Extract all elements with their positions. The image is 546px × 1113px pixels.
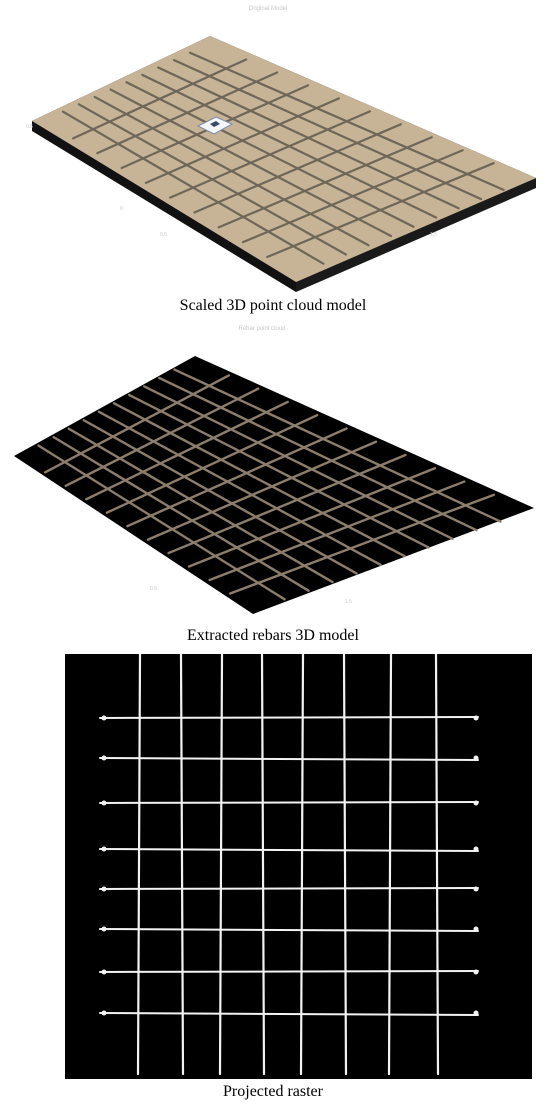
- rebar: [157, 66, 460, 210]
- raster-endpoint: [473, 715, 479, 721]
- concrete-surface: [32, 36, 536, 282]
- rebar-mesh: [61, 51, 505, 265]
- rebar: [167, 453, 407, 555]
- raster-rebar-vertical: [179, 654, 185, 1076]
- rebar: [105, 414, 319, 514]
- raster-rebar-vertical: [342, 654, 348, 1076]
- raster-endpoint: [101, 1010, 107, 1016]
- raster-endpoint: [101, 926, 107, 932]
- raster-rebar-horizontal: [99, 887, 479, 890]
- raster-grid: [99, 654, 479, 1076]
- plot-title-2: Rebar point cloud: [238, 326, 285, 332]
- panel-point-cloud: Original Model 0.5 0 0.5 1.5: [0, 0, 546, 300]
- axis-tick: 1.5: [430, 232, 437, 238]
- plot-title-1: Original Model: [249, 6, 288, 12]
- raster-rebar-vertical: [387, 654, 393, 1076]
- raster-endpoint: [473, 969, 479, 975]
- raster-rebar-horizontal: [99, 757, 479, 761]
- extracted-rebars-figure: Rebar point cloud 0.5 1.5: [14, 326, 534, 614]
- rebar: [64, 387, 260, 487]
- raster-rebar-vertical: [260, 654, 266, 1076]
- rebar-mesh-extracted: [37, 368, 502, 601]
- rebar: [187, 467, 437, 568]
- raster-endpoint: [473, 926, 479, 932]
- raster-background: [65, 654, 532, 1079]
- panel-extracted-rebars: Rebar point cloud 0.5 1.5: [0, 320, 546, 615]
- projected-raster-figure: [65, 654, 532, 1079]
- point-cloud-figure: Original Model 0.5 0 0.5 1.5: [26, 6, 536, 292]
- raster-rebar-horizontal: [99, 801, 479, 804]
- rebar: [85, 400, 289, 501]
- axis-tick: 0: [120, 206, 123, 212]
- raster-rebar-vertical: [434, 654, 440, 1076]
- raster-endpoint: [473, 755, 479, 761]
- raster-endpoint: [101, 886, 107, 892]
- rebar: [52, 435, 310, 592]
- raster-rebar-horizontal: [99, 928, 479, 932]
- raster-rebar-horizontal: [99, 716, 479, 719]
- rebar: [241, 149, 464, 244]
- rebar: [143, 385, 454, 541]
- caption-projected-raster: Projected raster: [223, 1083, 323, 1100]
- rebar: [37, 444, 286, 601]
- rebar: [146, 440, 378, 541]
- raster-rebar-vertical: [136, 654, 142, 1076]
- rebar: [266, 162, 495, 259]
- rebar: [43, 374, 231, 474]
- calibration-marker: [196, 116, 234, 135]
- raster-endpoint: [101, 969, 107, 975]
- raster-endpoint: [101, 715, 107, 721]
- raster-endpoint: [473, 800, 479, 806]
- rebar: [126, 427, 348, 528]
- raster-rebar-vertical: [299, 654, 305, 1076]
- rebar: [193, 123, 402, 214]
- raster-endpoint: [101, 800, 107, 806]
- panel-projected-raster: [0, 654, 546, 1084]
- caption-point-cloud: Scaled 3D point cloud model: [179, 297, 367, 314]
- axis-tick: 0.5: [160, 232, 167, 238]
- rebar: [127, 393, 430, 549]
- rebar: [97, 410, 382, 566]
- raster-rebar-vertical: [218, 654, 224, 1076]
- rebar: [125, 81, 415, 228]
- raster-endpoint: [101, 846, 107, 852]
- rebar: [208, 480, 466, 582]
- raster-rebar-horizontal: [99, 970, 479, 973]
- rebar: [172, 59, 483, 201]
- axis-tick: 0.5: [26, 124, 33, 130]
- raster-endpoint: [473, 846, 479, 852]
- axis-tick: 1.5: [345, 599, 352, 605]
- rebar: [188, 51, 505, 191]
- raster-rebar-horizontal: [99, 848, 479, 852]
- axis-tick: 0.5: [150, 586, 157, 592]
- rebar: [229, 493, 495, 595]
- slab-edge-right: [296, 178, 536, 292]
- raster-endpoint: [101, 755, 107, 761]
- rebar: [82, 419, 358, 575]
- rebar: [158, 376, 478, 532]
- rebar: [217, 136, 433, 229]
- caption-extracted-rebars: Extracted rebars 3D model: [187, 627, 359, 644]
- raster-endpoint: [473, 886, 479, 892]
- rebar: [112, 402, 406, 558]
- rebar: [67, 427, 334, 584]
- raster-rebar-horizontal: [99, 1012, 479, 1016]
- raster-endpoint: [473, 1010, 479, 1016]
- rebar: [141, 73, 438, 219]
- rebar: [173, 368, 502, 523]
